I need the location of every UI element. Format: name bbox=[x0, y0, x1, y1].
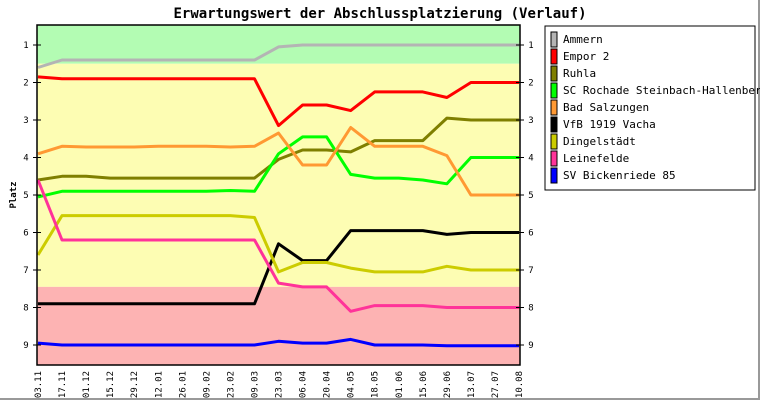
x-tick-label: 12.01 bbox=[154, 371, 164, 398]
series-line-7 bbox=[36, 179, 519, 313]
background-band bbox=[37, 286, 520, 365]
legend-swatch bbox=[550, 133, 558, 150]
x-tick-label: 27.07 bbox=[491, 371, 501, 398]
legend-swatch bbox=[550, 116, 558, 133]
x-tick-label: 20.04 bbox=[323, 371, 333, 398]
legend-label: VfB 1919 Vacha bbox=[563, 118, 656, 131]
legend-label: Ammern bbox=[563, 33, 603, 46]
x-tick-label: 13.07 bbox=[467, 371, 477, 398]
legend: Ammern Empor 2 Ruhla SC Rochade Steinbach-H… bbox=[544, 25, 760, 191]
series-line-1 bbox=[37, 75, 519, 128]
series-line-5 bbox=[38, 229, 519, 306]
y-tick-label-right: 7 bbox=[528, 266, 533, 276]
y-tick-label-right: 1 bbox=[528, 41, 533, 51]
legend-label: SV Bickenriede 85 bbox=[563, 169, 676, 182]
y-tick-label-left: 7 bbox=[23, 266, 28, 276]
y-tick-label-left: 1 bbox=[23, 41, 28, 51]
y-tick-label-left: 8 bbox=[23, 304, 28, 314]
legend-label: Ruhla bbox=[563, 67, 596, 80]
series-line-4 bbox=[37, 126, 519, 197]
series-line-8 bbox=[37, 337, 519, 348]
legend-swatch bbox=[550, 82, 558, 99]
series-line-6 bbox=[36, 214, 519, 274]
chart-title: Erwartungswert der Abschlussplatzierung … bbox=[173, 6, 586, 22]
y-tick-label-left: 9 bbox=[23, 341, 28, 351]
series-line-3 bbox=[37, 135, 519, 199]
background-band bbox=[37, 63, 520, 287]
y-tick-label-right: 9 bbox=[528, 341, 533, 351]
legend-swatch bbox=[550, 167, 558, 184]
x-tick-label: 10.08 bbox=[515, 371, 525, 398]
y-tick-label-right: 8 bbox=[528, 304, 533, 314]
y-tick-label-left: 5 bbox=[23, 191, 28, 201]
y-tick-label-left: 6 bbox=[23, 229, 28, 239]
x-tick-label: 01.06 bbox=[395, 371, 405, 398]
y-tick-label-left: 3 bbox=[23, 116, 28, 126]
x-tick-label: 06.04 bbox=[299, 371, 309, 398]
x-tick-label: 23.03 bbox=[275, 371, 285, 398]
legend-label: Empor 2 bbox=[563, 50, 609, 63]
y-tick-label-right: 4 bbox=[528, 154, 533, 164]
x-tick-label: 15.06 bbox=[419, 371, 429, 398]
legend-box bbox=[544, 25, 756, 191]
x-tick-label: 15.12 bbox=[106, 371, 116, 398]
y-tick-label-right: 5 bbox=[528, 191, 533, 201]
x-tick-label: 26.01 bbox=[178, 371, 188, 398]
x-tick-label: 04.05 bbox=[347, 371, 357, 398]
y-tick-label-left: 2 bbox=[23, 79, 28, 89]
legend-label: Bad Salzungen bbox=[563, 101, 649, 114]
x-tick-label: 03.11 bbox=[34, 371, 44, 398]
y-axis-label: Platz bbox=[9, 181, 19, 208]
y-tick-label-right: 6 bbox=[528, 229, 533, 239]
x-tick-label: 23.02 bbox=[226, 371, 236, 398]
legend-swatch bbox=[550, 48, 558, 65]
legend-swatch bbox=[550, 31, 558, 48]
x-tick-label: 09.02 bbox=[202, 371, 212, 398]
x-tick-label: 09.03 bbox=[250, 371, 260, 398]
y-tick-label-left: 4 bbox=[23, 154, 28, 164]
y-tick-label-right: 3 bbox=[528, 116, 533, 126]
x-tick-label: 17.11 bbox=[58, 371, 68, 398]
series-line-2 bbox=[37, 116, 519, 182]
x-tick-label: 29.06 bbox=[443, 371, 453, 398]
legend-swatch bbox=[550, 65, 558, 82]
x-tick-label: 29.12 bbox=[130, 371, 140, 398]
legend-label: SC Rochade Steinbach-Hallenberg bbox=[563, 84, 760, 97]
series-line-0 bbox=[37, 43, 519, 69]
x-tick-label: 18.05 bbox=[371, 371, 381, 398]
legend-swatch bbox=[550, 99, 558, 116]
x-tick-label: 01.12 bbox=[82, 371, 92, 398]
y-tick-label-right: 2 bbox=[528, 79, 533, 89]
legend-label: Dingelstädt bbox=[563, 135, 636, 148]
legend-label: Leinefelde bbox=[563, 152, 629, 165]
legend-swatch bbox=[550, 150, 558, 167]
